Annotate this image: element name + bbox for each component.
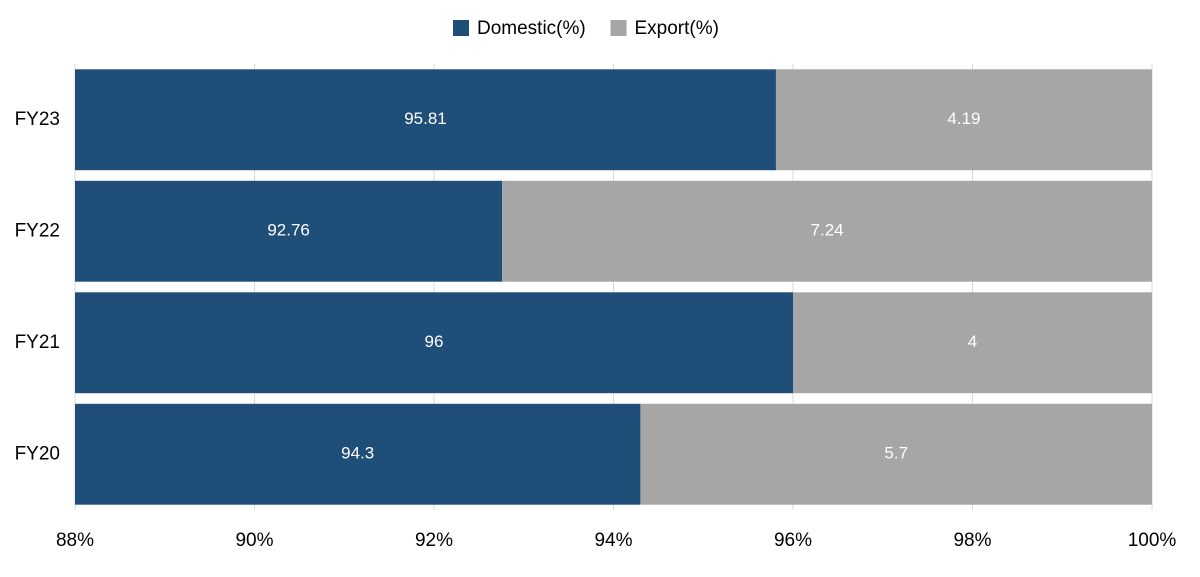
x-tick-label: 98% xyxy=(953,530,991,551)
data-label: 92.76 xyxy=(267,221,310,240)
data-label: 5.7 xyxy=(884,444,908,463)
x-tick-label: 92% xyxy=(415,530,453,551)
data-label: 4.19 xyxy=(947,109,980,128)
bar-segment xyxy=(75,180,503,282)
x-tick-label: 90% xyxy=(235,530,273,551)
bar-segment xyxy=(75,69,776,171)
bar-segment xyxy=(640,403,1152,505)
legend-label: Domestic(%) xyxy=(477,18,586,39)
x-tick-label: 94% xyxy=(594,530,632,551)
bar-segment xyxy=(793,292,1152,394)
legend-label: Export(%) xyxy=(635,18,719,39)
bar-segment xyxy=(775,69,1152,171)
bar-segment xyxy=(75,403,641,505)
y-tick-label: FY20 xyxy=(15,443,60,464)
x-tick-label: 88% xyxy=(56,530,94,551)
data-label: 95.81 xyxy=(404,109,447,128)
data-label: 96 xyxy=(425,332,444,351)
y-tick-label: FY21 xyxy=(15,332,60,353)
data-label: 94.3 xyxy=(341,444,374,463)
x-tick-label: 96% xyxy=(774,530,812,551)
x-tick-label: 100% xyxy=(1128,530,1177,551)
legend-swatch xyxy=(610,20,627,36)
legend-swatch xyxy=(453,20,469,36)
bar-segment xyxy=(75,292,793,394)
y-tick-label: FY22 xyxy=(15,220,60,241)
bar-segment xyxy=(502,180,1153,282)
data-label: 4 xyxy=(968,332,977,351)
data-label: 7.24 xyxy=(811,221,844,240)
y-tick-label: FY23 xyxy=(15,109,60,130)
